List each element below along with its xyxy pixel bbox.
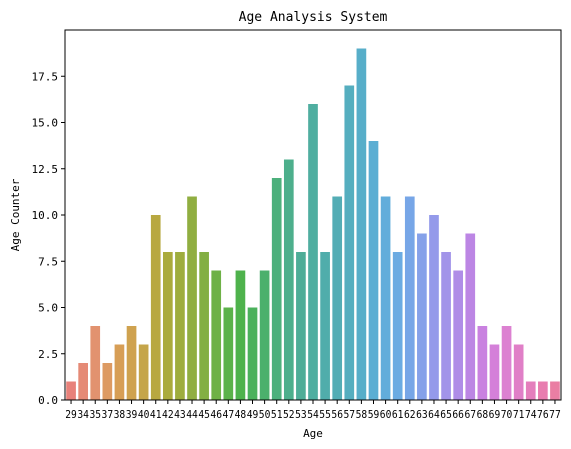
x-tick-label: 53	[295, 408, 307, 421]
x-tick-label: 51	[271, 408, 283, 421]
x-tick-label: 61	[392, 408, 404, 421]
bar-age-39	[126, 326, 137, 400]
x-tick-label: 42	[162, 408, 174, 421]
bar-age-57	[344, 85, 355, 400]
bar-age-70	[501, 326, 512, 400]
bar-age-59	[368, 141, 379, 400]
x-tick-label: 41	[150, 408, 162, 421]
x-tick-label: 58	[356, 408, 368, 421]
bar-age-47	[223, 307, 234, 400]
x-tick-label: 50	[259, 408, 271, 421]
y-tick-label: 15.0	[32, 117, 59, 130]
x-tick-label: 76	[537, 408, 549, 421]
x-tick-label: 29	[65, 408, 77, 421]
x-tick-label: 63	[416, 408, 428, 421]
y-tick-label: 7.5	[38, 255, 58, 268]
x-tick-label: 44	[186, 408, 198, 421]
bar-age-55	[320, 252, 330, 400]
x-tick-label: 49	[247, 408, 259, 421]
bar-age-44	[187, 196, 197, 400]
bar-age-77	[550, 381, 560, 400]
x-axis: 29 34 35 37 38 39 40 41 42 43 44 45 46 47 48 49 50 51 52 53…	[65, 400, 561, 421]
bar-age-52	[283, 159, 294, 400]
bar-age-35	[90, 326, 101, 400]
bar-age-29	[66, 381, 76, 400]
y-tick-label: 2.5	[38, 348, 58, 361]
x-tick-label: 64	[428, 408, 440, 421]
x-tick-label: 38	[114, 408, 126, 421]
x-tick-label: 56	[331, 408, 343, 421]
bar-age-76	[538, 381, 548, 400]
bar-age-41	[150, 215, 161, 400]
x-tick-label: 39	[126, 408, 138, 421]
bar-age-50	[259, 270, 270, 400]
bar-age-68	[477, 326, 488, 400]
bar-age-51	[271, 178, 282, 400]
x-tick-label: 70	[501, 408, 513, 421]
bar-age-54	[308, 104, 318, 400]
bar-age-66	[453, 270, 464, 400]
y-tick-label: 17.5	[32, 70, 59, 83]
bar-age-53	[296, 252, 306, 400]
bar-age-56	[332, 196, 343, 400]
x-tick-label: 43	[174, 408, 186, 421]
bar-age-67	[465, 233, 476, 400]
y-tick-label: 10.0	[32, 209, 59, 222]
bar-age-46	[211, 270, 222, 400]
x-tick-label: 47	[223, 408, 235, 421]
x-tick-label: 35	[89, 408, 101, 421]
x-tick-label: 68	[477, 408, 489, 421]
y-tick-label: 0.0	[38, 394, 58, 407]
bar-age-43	[175, 252, 185, 400]
x-tick-label: 62	[404, 408, 416, 421]
bar-age-64	[429, 215, 439, 400]
x-tick-label: 66	[452, 408, 464, 421]
x-tick-label: 54	[307, 408, 319, 421]
bar-age-63	[417, 233, 427, 400]
x-tick-label: 65	[440, 408, 452, 421]
x-tick-label: 59	[368, 408, 380, 421]
x-tick-label: 45	[198, 408, 210, 421]
x-axis-title: Age	[303, 427, 323, 440]
x-tick-label: 57	[343, 408, 355, 421]
bar-age-40	[138, 344, 149, 400]
bar-age-42	[162, 252, 173, 400]
y-tick-label: 5.0	[38, 302, 58, 315]
bar-age-34	[78, 363, 88, 400]
bar-age-74	[525, 381, 536, 400]
bar-age-58	[356, 48, 367, 400]
bars-group	[66, 48, 560, 400]
x-tick-label: 46	[210, 408, 222, 421]
x-tick-label: 67	[464, 408, 476, 421]
bar-age-49	[247, 307, 258, 400]
bar-age-61	[392, 252, 403, 400]
bar-age-38	[114, 344, 125, 400]
x-tick-label: 40	[138, 408, 150, 421]
y-tick-label: 12.5	[32, 163, 59, 176]
x-tick-label: 52	[283, 408, 295, 421]
bar-age-69	[489, 344, 500, 400]
bar-age-62	[404, 196, 415, 400]
bar-age-71	[513, 344, 524, 400]
y-axis-title: Age Counter	[9, 178, 22, 251]
x-tick-label: 55	[319, 408, 331, 421]
bar-age-60	[380, 196, 391, 400]
x-tick-label: 71	[513, 408, 525, 421]
x-tick-label: 34	[77, 408, 89, 421]
chart-title: Age Analysis System	[239, 10, 388, 25]
x-tick-label: 60	[380, 408, 392, 421]
bar-age-37	[102, 363, 113, 400]
x-tick-label: 37	[102, 408, 114, 421]
y-axis: 0.0 2.5 5.0 7.5 10.0 12.5 15.0 17.5	[32, 70, 65, 407]
x-tick-label: 69	[489, 408, 501, 421]
bar-age-48	[235, 270, 246, 400]
bar-age-65	[441, 252, 451, 400]
bar-age-45	[199, 252, 209, 400]
x-tick-label: 74	[525, 408, 537, 421]
x-tick-label: 77	[549, 408, 561, 421]
x-tick-label: 48	[235, 408, 247, 421]
